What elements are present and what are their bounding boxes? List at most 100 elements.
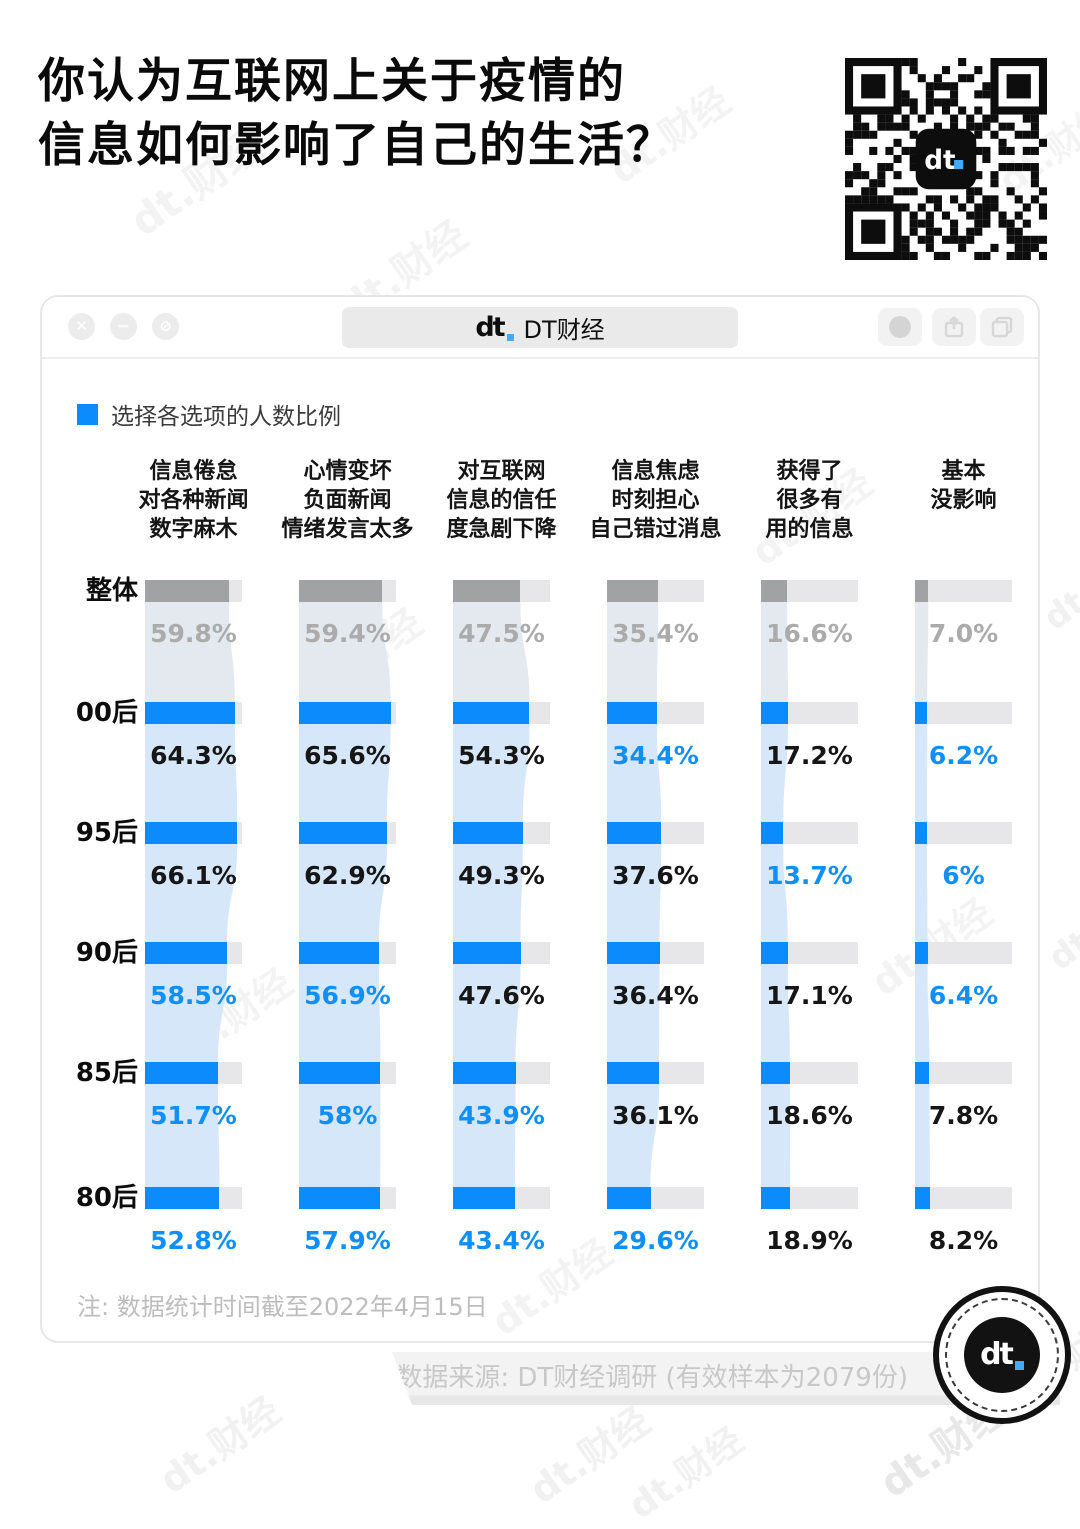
bar-track	[453, 1187, 550, 1209]
flow-band	[299, 1084, 381, 1187]
bar-track	[607, 942, 704, 964]
bar-track	[145, 702, 242, 724]
block-icon[interactable]: ⊘	[152, 313, 179, 340]
tab-title: DT财经	[523, 316, 605, 344]
value-label: 51.7%	[150, 1101, 237, 1130]
dt-logo-icon: dt	[475, 314, 514, 341]
flow-band	[145, 1084, 220, 1187]
svg-text:dt: dt	[924, 146, 955, 176]
flow-band	[145, 844, 238, 942]
row-label: 00后	[75, 698, 138, 728]
bar-fill	[299, 580, 383, 602]
value-label: 56.9%	[304, 981, 391, 1010]
badge-core: dt	[964, 1317, 1040, 1393]
flow-band	[453, 964, 521, 1062]
value-label: 65.6%	[304, 741, 391, 770]
column-header: 获得了 很多有 用的信息	[765, 459, 854, 542]
flow-band	[299, 964, 381, 1062]
profile-button[interactable]	[878, 308, 922, 346]
value-label: 18.9%	[766, 1226, 853, 1255]
bar-fill	[299, 942, 379, 964]
watermark-text: dt.财经	[163, 960, 301, 1075]
bar-fill	[761, 1187, 791, 1209]
bar-fill	[145, 702, 235, 724]
bar-track	[299, 1187, 396, 1209]
bar-fill	[761, 1062, 790, 1084]
qr-code: dt	[845, 58, 1047, 260]
bar-fill	[607, 1062, 660, 1084]
bar-fill	[607, 580, 659, 602]
column-header: 心情变坏 负面新闻 情绪发言太多	[281, 459, 414, 542]
bar-fill	[299, 702, 391, 724]
value-label: 18.6%	[766, 1101, 853, 1130]
value-label: 52.8%	[150, 1226, 237, 1255]
browser-tab[interactable]: dt DT财经	[342, 307, 738, 348]
share-button[interactable]	[932, 308, 976, 346]
flow-band	[915, 964, 930, 1062]
value-label: 35.4%	[612, 619, 699, 648]
flow-band	[145, 724, 238, 822]
bar-track	[453, 702, 550, 724]
share-icon	[944, 316, 964, 338]
bar-fill	[607, 822, 662, 844]
column-header: 对互联网 信息的信任 度急剧下降	[446, 459, 557, 542]
value-label: 17.2%	[766, 741, 853, 770]
value-label: 16.6%	[766, 619, 853, 648]
bar-fill	[145, 822, 238, 844]
bar-track	[607, 822, 704, 844]
value-label: 57.9%	[304, 1226, 391, 1255]
bar-track	[607, 702, 704, 724]
value-label: 17.1%	[766, 981, 853, 1010]
bar-track	[453, 1062, 550, 1084]
bar-track	[761, 822, 858, 844]
bar-track	[145, 942, 242, 964]
value-label: 34.4%	[612, 741, 699, 770]
bar-track	[915, 1062, 1012, 1084]
page-title: 你认为互联网上关于疫情的 信息如何影响了自己的生活？	[38, 50, 675, 178]
flow-band	[915, 724, 928, 822]
bar-fill	[915, 1187, 930, 1209]
bar-fill	[453, 1062, 516, 1084]
flow-band	[761, 844, 788, 942]
value-label: 54.3%	[458, 741, 545, 770]
column-header: 信息焦虑 时刻担心 自己错过消息	[589, 459, 722, 542]
bar-track	[145, 1062, 242, 1084]
bar-track	[607, 1187, 704, 1209]
value-label: 13.7%	[766, 861, 853, 890]
row-label: 85后	[75, 1058, 138, 1088]
bar-fill	[761, 942, 788, 964]
bar-fill	[453, 702, 530, 724]
tabs-button[interactable]	[980, 308, 1024, 346]
flow-band	[145, 602, 235, 702]
page-title-line1: 你认为互联网上关于疫情的	[38, 54, 626, 109]
bar-track	[915, 1187, 1012, 1209]
value-label: 62.9%	[304, 861, 391, 890]
value-label: 6%	[942, 861, 985, 890]
watermark-text: dt.财经	[293, 600, 431, 715]
flow-band	[299, 724, 391, 822]
value-label: 49.3%	[458, 861, 545, 890]
bar-fill	[607, 1187, 651, 1209]
chart-legend: 选择各选项的人数比例	[77, 397, 341, 431]
value-label: 36.4%	[612, 981, 699, 1010]
row-label: 80后	[75, 1183, 138, 1213]
dt-badge: dt	[933, 1286, 1071, 1424]
bar-track	[915, 580, 1012, 602]
flow-band	[915, 602, 929, 702]
value-label: 47.5%	[458, 619, 545, 648]
bar-fill	[299, 822, 387, 844]
bar-fill	[915, 580, 929, 602]
source-text: 数据来源: DT财经调研 (有效样本为2079份)	[396, 1363, 908, 1393]
minimize-icon[interactable]: −	[110, 313, 137, 340]
bar-track	[299, 1062, 396, 1084]
value-label: 47.6%	[458, 981, 545, 1010]
bar-track	[915, 822, 1012, 844]
bar-fill	[915, 822, 927, 844]
flow-band	[607, 844, 662, 942]
bar-track	[453, 580, 550, 602]
close-icon[interactable]: ✕	[68, 313, 95, 340]
bar-track	[607, 580, 704, 602]
bar-track	[145, 1187, 242, 1209]
flow-band	[145, 964, 228, 1062]
bar-track	[761, 1062, 858, 1084]
